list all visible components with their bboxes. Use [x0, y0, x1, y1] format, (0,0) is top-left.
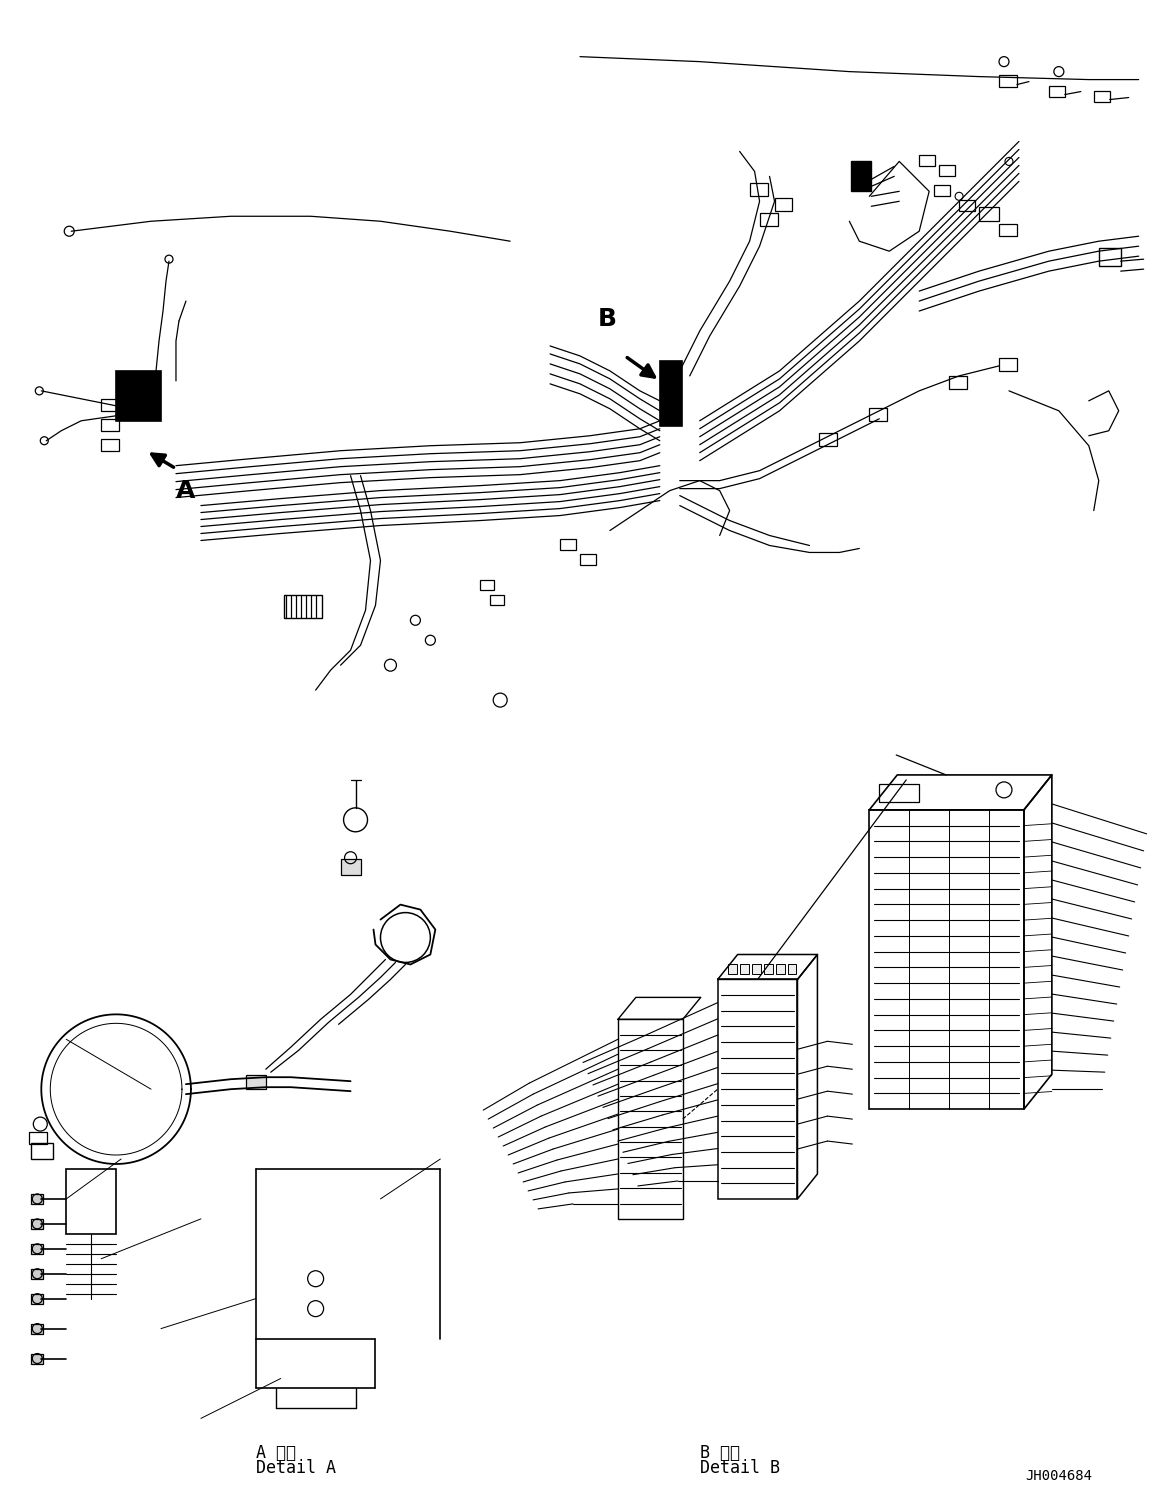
- Bar: [999, 74, 1016, 86]
- Bar: [750, 183, 768, 196]
- Bar: [31, 1244, 43, 1254]
- Bar: [659, 362, 682, 426]
- Bar: [66, 1170, 116, 1234]
- Bar: [491, 595, 505, 606]
- Bar: [728, 964, 736, 975]
- Bar: [284, 595, 322, 619]
- Text: JH004684: JH004684: [1026, 1469, 1092, 1484]
- Bar: [31, 1293, 43, 1303]
- Bar: [787, 964, 797, 975]
- Bar: [1099, 248, 1121, 266]
- Bar: [869, 408, 887, 421]
- Bar: [31, 1219, 43, 1229]
- Text: Detail A: Detail A: [256, 1460, 336, 1478]
- Bar: [959, 201, 975, 211]
- Bar: [101, 439, 119, 451]
- Bar: [618, 1019, 683, 1219]
- Bar: [659, 362, 682, 426]
- Text: B: B: [598, 307, 616, 330]
- Bar: [759, 213, 778, 226]
- Bar: [116, 371, 160, 421]
- Bar: [879, 784, 919, 802]
- Bar: [101, 399, 119, 411]
- Bar: [31, 1354, 43, 1363]
- Bar: [751, 964, 761, 975]
- Bar: [1093, 91, 1110, 101]
- Text: A 詳細: A 詳細: [256, 1445, 295, 1463]
- Bar: [934, 186, 950, 196]
- Bar: [949, 376, 968, 388]
- Bar: [31, 1269, 43, 1278]
- Bar: [31, 1324, 43, 1333]
- Bar: [851, 161, 871, 192]
- Bar: [979, 207, 999, 222]
- Text: B 詳細: B 詳細: [700, 1445, 740, 1463]
- Bar: [776, 964, 785, 975]
- Bar: [101, 418, 119, 430]
- Bar: [341, 859, 361, 875]
- Bar: [29, 1132, 48, 1144]
- Bar: [999, 359, 1016, 371]
- Bar: [116, 371, 160, 421]
- Bar: [851, 161, 871, 192]
- Bar: [820, 433, 837, 446]
- Bar: [740, 964, 749, 975]
- Bar: [580, 555, 595, 565]
- Bar: [245, 1076, 266, 1089]
- Bar: [718, 979, 798, 1199]
- Bar: [31, 1143, 53, 1159]
- Bar: [919, 155, 935, 167]
- Bar: [940, 165, 955, 177]
- Bar: [31, 1193, 43, 1204]
- Text: A: A: [176, 479, 195, 503]
- Bar: [775, 198, 792, 211]
- Bar: [1049, 86, 1065, 97]
- Bar: [869, 809, 1023, 1109]
- Bar: [480, 580, 494, 591]
- Bar: [561, 540, 576, 551]
- Text: Detail B: Detail B: [700, 1460, 779, 1478]
- Bar: [764, 964, 772, 975]
- Bar: [999, 225, 1016, 237]
